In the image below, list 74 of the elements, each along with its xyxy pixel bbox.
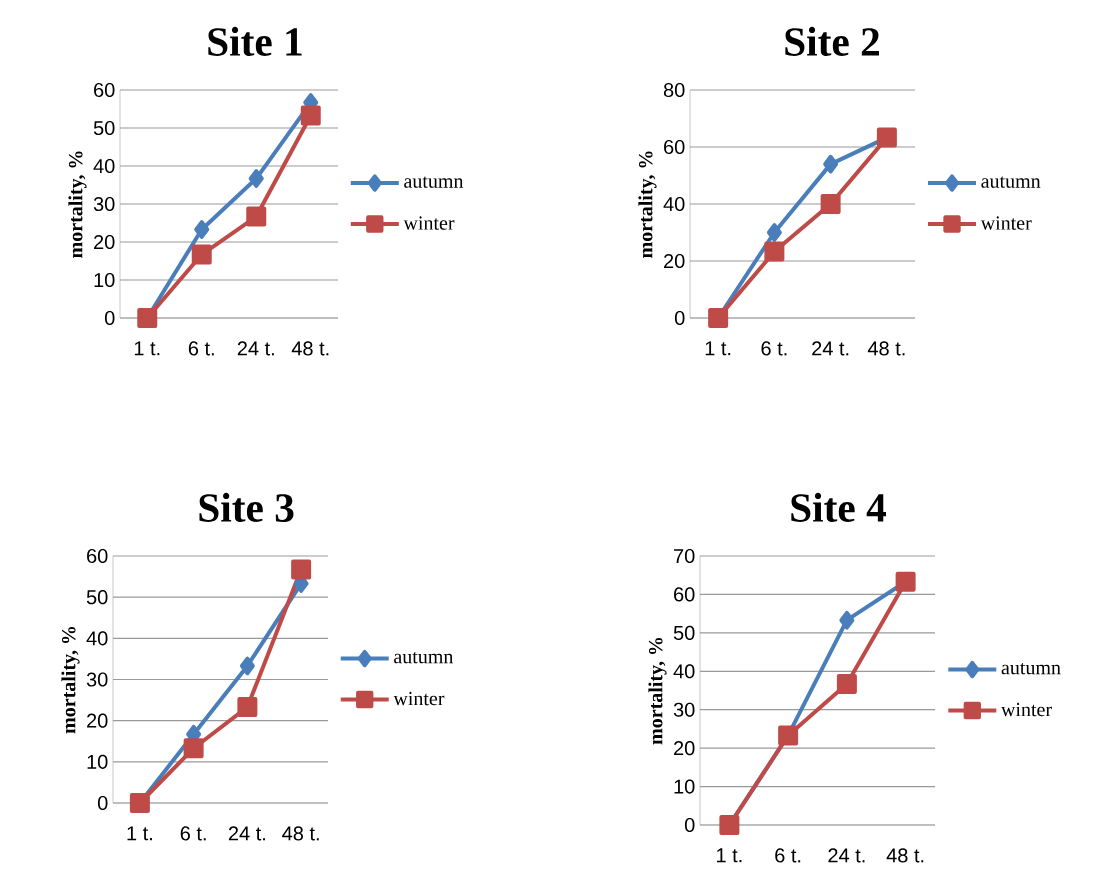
y-tick-label: 40 [93,158,115,174]
x-tick-label: 48 t. [291,341,329,356]
x-tick-label: 1 t. [134,341,160,356]
x-tick-label: 1 t. [127,826,152,841]
point [194,220,210,239]
y-tick-label: 60 [94,82,115,98]
legend-label: autumn [1001,662,1061,675]
y-axis-title: mortality, % [68,151,87,258]
y-tick-label: 50 [93,120,115,136]
y-tick-label: 10 [87,754,108,769]
point [248,169,264,188]
x-tick-label: 24 t. [228,826,265,841]
y-tick-label: 40 [673,664,695,679]
y-tick-label: 20 [674,741,695,756]
y-tick-label: 10 [674,779,695,794]
x-tick-label: 48 t. [282,826,319,841]
y-tick-label: 40 [86,631,108,646]
x-tick-label: 6 t. [180,826,206,841]
point [836,673,857,694]
x-tick-label: 24 t. [828,848,865,863]
y-tick-label: 60 [674,587,695,602]
legend-label: winter [1001,702,1052,717]
x-tick-label: 48 t. [867,341,905,356]
y-axis-title: mortality, % [648,637,667,745]
y-tick-label: 10 [94,272,115,288]
y-tick-label: 0 [104,310,115,326]
legend-label: winter [393,691,445,706]
y-tick-label: 0 [97,795,108,811]
y-tick-label: 0 [674,310,685,326]
x-tick-label: 24 t. [812,341,849,356]
y-tick-label: 40 [663,196,685,212]
y-tick-label: 30 [86,672,108,687]
x-tick-label: 24 t. [237,341,274,356]
point [839,610,855,630]
chart-title: Site 1 [208,26,302,56]
legend-label: autumn [404,176,464,188]
y-tick-label: 20 [87,713,108,728]
y-tick-label: 0 [684,817,695,833]
y-tick-label: 60 [664,139,685,155]
legend-label: autumn [394,651,454,664]
chart-title: Site 2 [785,26,880,56]
point [764,241,785,262]
y-tick-label: 60 [87,548,108,564]
point [183,738,204,759]
x-tick-label: 1 t. [717,848,742,863]
y-tick-label: 20 [664,253,685,269]
y-tick-label: 20 [94,234,115,250]
point [766,223,782,242]
point [237,697,258,718]
x-tick-label: 6 t. [775,848,801,863]
x-tick-label: 6 t. [188,341,214,356]
y-tick-label: 70 [674,548,695,564]
y-tick-label: 50 [673,625,695,640]
y-tick-label: 30 [673,702,695,717]
point [820,194,841,214]
x-tick-label: 1 t. [705,341,731,356]
point [823,154,839,174]
y-tick-label: 50 [86,590,108,605]
legend-label: winter [980,216,1032,230]
x-tick-label: 6 t. [761,341,787,356]
legend-label: autumn [981,176,1041,188]
y-tick-label: 80 [663,82,685,98]
chart-title: Site 4 [791,492,886,522]
point [239,656,255,676]
legend-label: winter [403,216,455,230]
y-tick-label: 30 [93,196,115,212]
y-axis-title: mortality, % [61,626,80,734]
x-tick-label: 48 t. [886,848,924,863]
point [191,244,212,265]
point [300,105,321,126]
point [291,559,312,580]
point [246,206,267,227]
chart-title: Site 3 [199,492,294,522]
y-axis-title: mortality, % [638,151,657,258]
